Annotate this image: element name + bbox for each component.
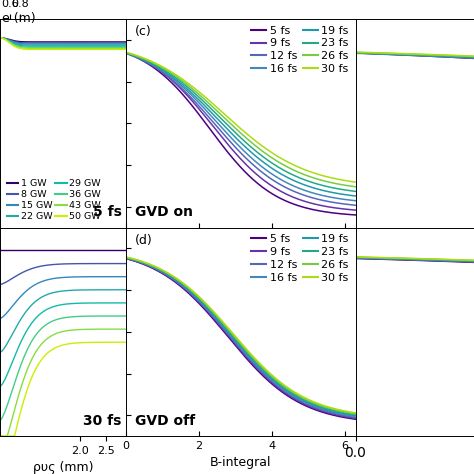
Legend: 5 fs, 9 fs, 12 fs, 16 fs, 19 fs, 23 fs, 26 fs, 30 fs: 5 fs, 9 fs, 12 fs, 16 fs, 19 fs, 23 fs, …: [246, 230, 353, 287]
Text: 5 fs: 5 fs: [93, 205, 122, 219]
Legend: 1 GW, 8 GW, 15 GW, 22 GW, 29 GW, 36 GW, 43 GW, 50 GW: 1 GW, 8 GW, 15 GW, 22 GW, 29 GW, 36 GW, …: [3, 175, 105, 225]
Text: (d): (d): [135, 234, 153, 247]
Text: 30 fs: 30 fs: [83, 414, 122, 428]
Legend: 5 fs, 9 fs, 12 fs, 16 fs, 19 fs, 23 fs, 26 fs, 30 fs: 5 fs, 9 fs, 12 fs, 16 fs, 19 fs, 23 fs, …: [246, 21, 353, 78]
Text: GVD on: GVD on: [135, 205, 193, 219]
Text: GVD off: GVD off: [135, 414, 195, 428]
X-axis label: B-integral: B-integral: [210, 456, 271, 469]
Text: (c): (c): [135, 25, 152, 38]
X-axis label: ρυς (mm): ρυς (mm): [33, 461, 93, 474]
Text: e (m): e (m): [2, 12, 36, 25]
